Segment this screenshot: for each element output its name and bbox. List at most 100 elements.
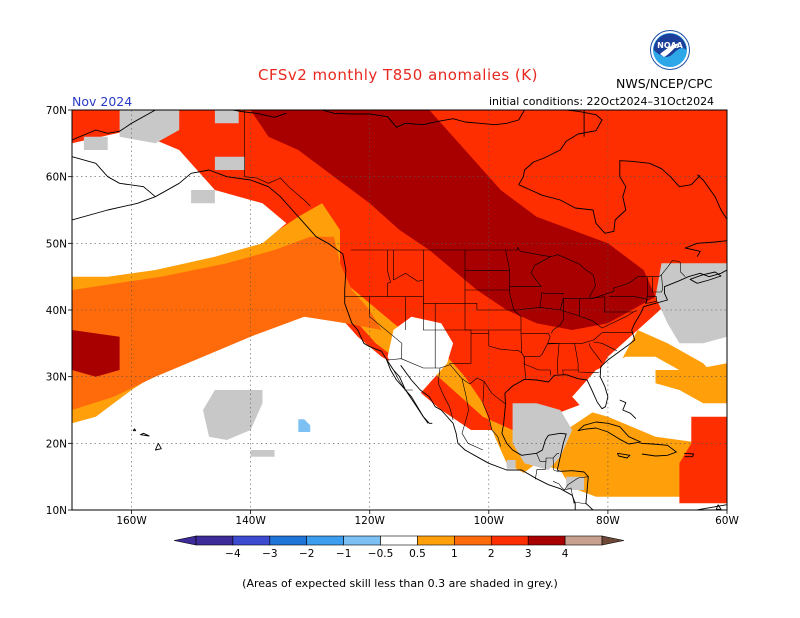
colorbar-swatch-cat-2 — [490, 535, 529, 546]
lon-tick-label: 100W — [474, 515, 505, 527]
anomaly-region-low-skill — [566, 476, 585, 490]
border-line — [437, 367, 454, 421]
border-line — [646, 276, 658, 304]
colorbar-swatch-cat-1 — [454, 535, 492, 546]
border-line — [488, 333, 522, 353]
lon-tick-label: 160W — [116, 515, 147, 527]
border-line — [539, 342, 560, 375]
colorbar-label: 1 — [451, 548, 458, 560]
anomaly-region-cat-1 — [72, 236, 382, 410]
border-line — [579, 296, 605, 300]
anomaly-region-low-skill — [250, 450, 275, 457]
anomaly-region-low-skill — [203, 390, 263, 440]
border-line — [593, 341, 617, 351]
colorbar-swatch-cat-neg3 — [232, 535, 271, 546]
coastline — [72, 156, 156, 221]
colorbar-swatch-cat-neg05 — [343, 535, 381, 546]
border-line — [539, 292, 564, 308]
chart-title-text: CFSv2 monthly T850 anomalies (K) — [258, 66, 538, 84]
coastline — [619, 399, 637, 420]
border-line — [535, 461, 547, 480]
colorbar-swatch-cat-neg2 — [269, 535, 308, 546]
lat-tick-label: 70N — [46, 105, 67, 117]
coastline — [684, 452, 695, 458]
lon-tick-label: 60W — [715, 515, 739, 527]
border-line — [603, 296, 638, 313]
anomaly-region-cat-neutral — [518, 463, 573, 510]
lat-tick-label: 20N — [46, 438, 67, 450]
lon-tick-label: 140W — [235, 515, 266, 527]
skill-caption: (Areas of expected skill less than 0.3 a… — [242, 577, 558, 590]
coastline — [684, 240, 727, 260]
forecast-month: Nov 2024 — [72, 94, 133, 109]
colorbar-label: −3 — [262, 548, 277, 560]
anomaly-region-low-skill — [506, 460, 516, 469]
coastline — [140, 432, 150, 437]
coastline — [693, 504, 727, 510]
coastline — [501, 403, 594, 510]
political-borders — [244, 110, 686, 505]
anomaly-region-low-skill — [83, 136, 108, 150]
border-line — [536, 453, 560, 473]
colorbar-label: 4 — [562, 548, 569, 560]
lon-tick-label: 120W — [355, 515, 386, 527]
chart-title: CFSv2 monthly T850 anomalies (K) — [0, 66, 800, 84]
border-line — [523, 356, 551, 376]
map-gridlines — [72, 110, 727, 510]
anomaly-region-cat-3 — [72, 330, 120, 377]
noaa-seal-icon: NOAA — [650, 30, 690, 70]
coastline — [518, 110, 603, 185]
coastline — [715, 504, 722, 510]
anomaly-region-cat-2 — [72, 110, 727, 430]
initial-conditions: initial conditions: 22Oct2024–31Oct2024 — [489, 95, 715, 108]
border-line — [551, 297, 564, 334]
anomaly-region-cat-neutral — [72, 130, 287, 277]
anomaly-region-cat-neg05 — [298, 419, 311, 432]
border-line — [589, 343, 603, 363]
axis-ticks: 160W 140W 120W 100W 80W 60W 70N 60N 50N 40N 30N 20N… — [46, 105, 740, 527]
colorbar: −4 −3 −2 −1 −0.5 0.5 1 2 3 4 — [173, 535, 625, 560]
lat-tick-label: 30N — [46, 372, 67, 384]
lon-tick-label: 80W — [596, 515, 620, 527]
border-line — [564, 487, 587, 505]
colorbar-swatch-cat-4 — [564, 535, 603, 546]
border-line — [505, 249, 526, 379]
coastline — [518, 160, 701, 234]
colorbar-right-triangle — [601, 535, 625, 546]
border-line — [482, 381, 501, 447]
coastline — [154, 443, 162, 451]
border-line — [509, 256, 551, 288]
border-line — [244, 110, 311, 207]
colorbar-label: −0.5 — [368, 548, 394, 560]
border-line — [609, 296, 648, 305]
anomaly-region-low-skill — [214, 156, 245, 170]
border-line — [393, 250, 424, 282]
lat-tick-label: 10N — [46, 505, 67, 517]
coastline — [132, 428, 137, 432]
agency-label: NWS/NCEP/CPC — [616, 76, 713, 91]
coastline — [72, 110, 156, 141]
anomaly-region-low-skill — [119, 110, 180, 144]
anomaly-region-low-skill — [191, 190, 215, 204]
colorbar-swatch-cat-05 — [417, 535, 455, 546]
colorbar-swatch-cat-neg1 — [306, 535, 344, 546]
coastline — [696, 174, 727, 220]
lat-tick-label: 60N — [46, 172, 67, 184]
colorbar-swatch-cat-neutral — [380, 535, 418, 546]
colorbar-swatch-cat-neg4 — [195, 535, 234, 546]
colorbar-swatch-cat-3 — [527, 535, 566, 546]
colorbar-label: 0.5 — [409, 548, 426, 560]
anomaly-shading — [72, 110, 727, 510]
border-line — [386, 359, 413, 391]
coastline — [385, 359, 429, 424]
coastlines — [72, 110, 727, 510]
coastline — [155, 169, 433, 424]
border-line — [652, 274, 664, 293]
coastline — [616, 452, 631, 459]
coastline — [640, 442, 677, 457]
lat-tick-label: 50N — [46, 238, 67, 250]
border-line — [552, 452, 560, 459]
colorbar-label: −1 — [336, 548, 351, 560]
border-line — [350, 247, 686, 300]
